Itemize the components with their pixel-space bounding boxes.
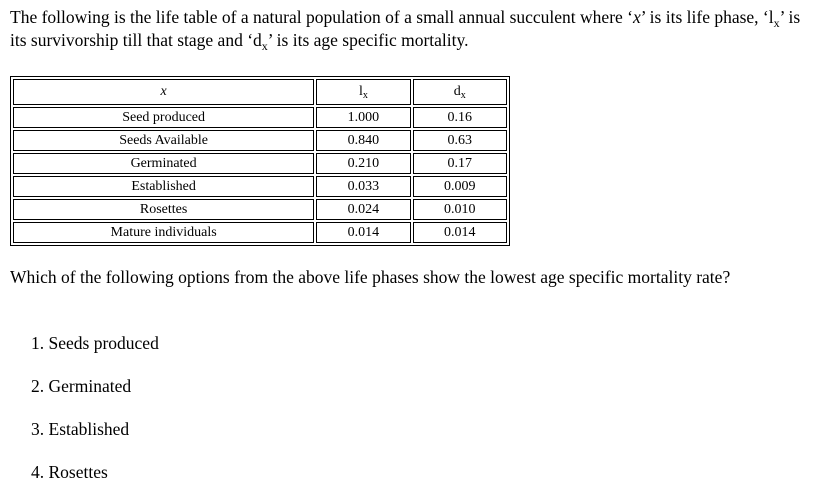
- cell-dx: 0.63: [412, 130, 507, 151]
- cell-lx: 1.000: [316, 107, 411, 128]
- intro-text-4: ’ is its age specific mortality.: [267, 30, 469, 50]
- table-row: Germinated 0.210 0.17: [13, 153, 507, 174]
- header-dx: dx: [412, 79, 507, 105]
- option-1[interactable]: 1. Seeds produced: [31, 333, 159, 353]
- cell-phase: Seed produced: [13, 107, 315, 128]
- life-table: x lx dx Seed produced 1.000 0.16 Seeds A…: [10, 76, 510, 246]
- intro-text-3: ’ is its survivorship till that stage an…: [10, 7, 801, 50]
- intro-text-1: The following is the life table of a nat…: [10, 7, 633, 27]
- lx-subscript: x: [773, 16, 780, 30]
- dx-subscript: x: [261, 39, 268, 53]
- cell-dx: 0.009: [412, 176, 507, 197]
- cell-dx: 0.17: [412, 153, 507, 174]
- cell-phase: Germinated: [13, 153, 315, 174]
- cell-lx: 0.033: [316, 176, 411, 197]
- option-2[interactable]: 2. Germinated: [31, 376, 132, 396]
- header-x: x: [13, 79, 315, 105]
- cell-phase: Mature individuals: [13, 222, 315, 243]
- question-text: Which of the following options from the …: [10, 267, 731, 287]
- cell-lx: 0.014: [316, 222, 411, 243]
- table-row: Mature individuals 0.014 0.014: [13, 222, 507, 243]
- cell-lx: 0.840: [316, 130, 411, 151]
- question-intro: The following is the life table of a nat…: [10, 6, 815, 52]
- option-3[interactable]: 3. Established: [31, 419, 130, 439]
- cell-dx: 0.010: [412, 199, 507, 220]
- cell-phase: Seeds Available: [13, 130, 315, 151]
- cell-lx: 0.210: [316, 153, 411, 174]
- cell-dx: 0.014: [412, 222, 507, 243]
- cell-lx: 0.024: [316, 199, 411, 220]
- cell-phase: Established: [13, 176, 315, 197]
- table-row: Established 0.033 0.009: [13, 176, 507, 197]
- intro-text-2: ’ is its life phase, ‘l: [640, 7, 774, 27]
- x-symbol: x: [633, 7, 641, 27]
- table-row: Seed produced 1.000 0.16: [13, 107, 507, 128]
- table-row: Seeds Available 0.840 0.63: [13, 130, 507, 151]
- cell-dx: 0.16: [412, 107, 507, 128]
- cell-phase: Rosettes: [13, 199, 315, 220]
- header-lx: lx: [316, 79, 411, 105]
- option-4[interactable]: 4. Rosettes: [31, 462, 108, 482]
- table-header-row: x lx dx: [13, 79, 507, 105]
- table-row: Rosettes 0.024 0.010: [13, 199, 507, 220]
